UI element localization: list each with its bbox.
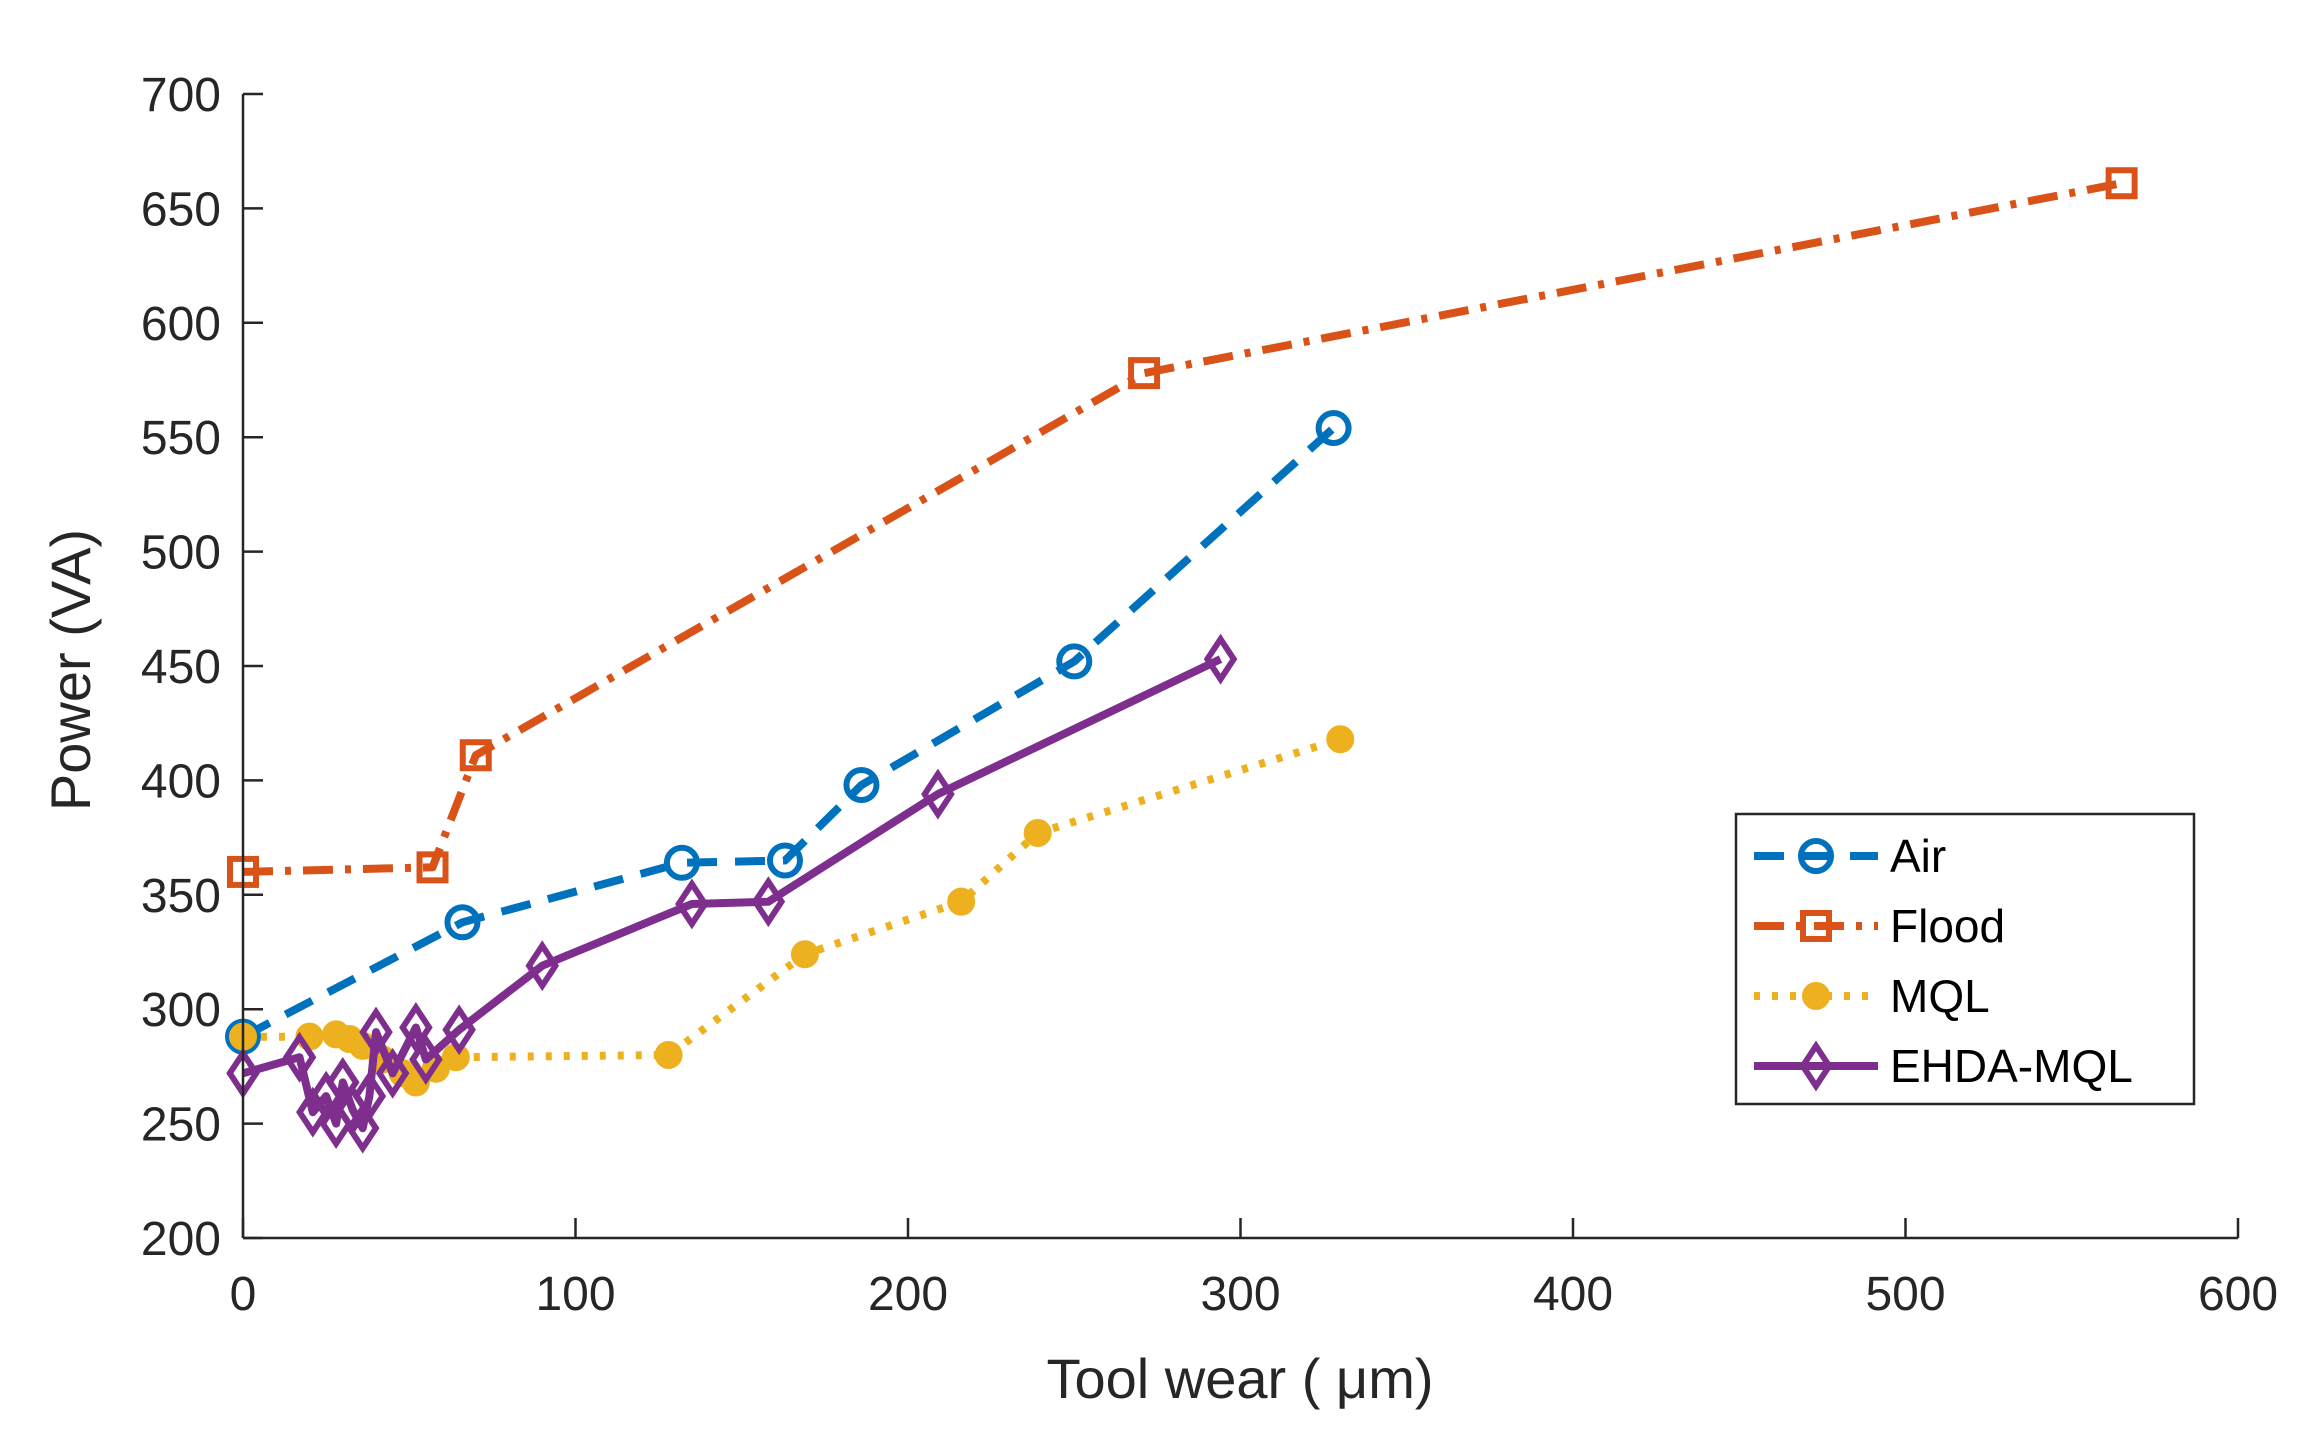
data-point-air [444,904,481,941]
series-flood [227,167,2138,888]
data-point-air [1056,643,1093,680]
y-tick-label: 550 [141,412,221,465]
y-tick-label: 350 [141,870,221,923]
series-line-air [241,425,1337,1041]
data-point-air [663,844,700,881]
legend-marker [1802,982,1830,1010]
data-point-air [843,766,880,803]
y-tick-label: 500 [141,527,221,580]
data-point-ehda-mql [921,768,955,820]
data-point-ehda-mql [375,1047,410,1099]
series-ehda-mql [226,633,1238,1154]
data-point-flood [459,739,492,772]
legend-label: EHDA-MQL [1890,1040,2133,1092]
legend-label: Flood [1890,900,2005,952]
legend-entry-flood: Flood [1754,900,2005,952]
data-point-ehda-mql [1203,633,1238,685]
series-layer [225,167,2138,1154]
data-point-mql [1326,725,1355,754]
x-tick-label: 600 [2198,1268,2278,1321]
data-point-flood [416,851,449,884]
data-point-mql [790,940,819,969]
data-point-air [766,842,803,879]
y-axis-title: Power (VA) [39,529,102,811]
data-point-air [1315,410,1352,447]
x-tick-label: 100 [535,1268,615,1321]
data-point-flood [2105,167,2138,200]
legend-entry-air: Air [1754,830,1946,882]
x-tick-label: 500 [1865,1268,1945,1321]
data-point-ehda-mql [409,1034,443,1085]
x-tick-label: 0 [230,1268,257,1321]
data-point-mql [654,1040,683,1069]
data-point-ehda-mql [751,876,786,928]
y-tick-label: 200 [141,1213,221,1266]
axes [241,92,2240,1240]
data-point-ehda-mql [359,1006,393,1058]
y-tick-label: 300 [141,984,221,1037]
series-line-flood [242,179,2123,876]
series-line-ehda-mql [241,655,1223,1133]
legend-marker [1799,1040,1833,1092]
y-tick-label: 450 [141,641,221,694]
data-point-ehda-mql [345,1102,380,1154]
x-axis-title: Tool wear ( μm) [1047,1347,1434,1410]
legend-marker [1800,910,1832,942]
data-point-ehda-mql [399,1002,433,1053]
tick-labels: 0 100 200 300 400 500 600 200 250 300 350 400 450 500… [141,69,2278,1321]
legend-label: MQL [1890,970,1990,1022]
legend-label: Air [1890,830,1946,882]
data-point-ehda-mql [282,1031,317,1083]
data-point-ehda-mql [675,878,709,930]
x-tick-label: 400 [1533,1268,1613,1321]
legend-entry-mql: MQL [1754,970,1990,1022]
legend-entry-ehda-mql: EHDA-MQL [1754,1040,2133,1092]
y-tick-label: 650 [141,183,221,236]
x-tick-label: 200 [868,1268,948,1321]
series-air [225,410,1352,1055]
series-mql [229,725,1355,1097]
legend: Air Flood MQL EHDA-MQL [1734,812,2196,1106]
y-tick-label: 400 [141,755,221,808]
data-point-ehda-mql [525,940,560,992]
data-point-ehda-mql [442,1004,476,1056]
legend-marker [1798,838,1834,874]
data-point-ehda-mql [352,1070,387,1122]
y-tick-label: 250 [141,1099,221,1152]
y-tick-label: 600 [141,298,221,351]
data-point-mql [1023,819,1052,848]
data-point-flood [1128,357,1161,390]
y-tick-label: 700 [141,69,221,122]
x-tick-label: 300 [1200,1268,1280,1321]
data-point-mql [947,887,976,916]
